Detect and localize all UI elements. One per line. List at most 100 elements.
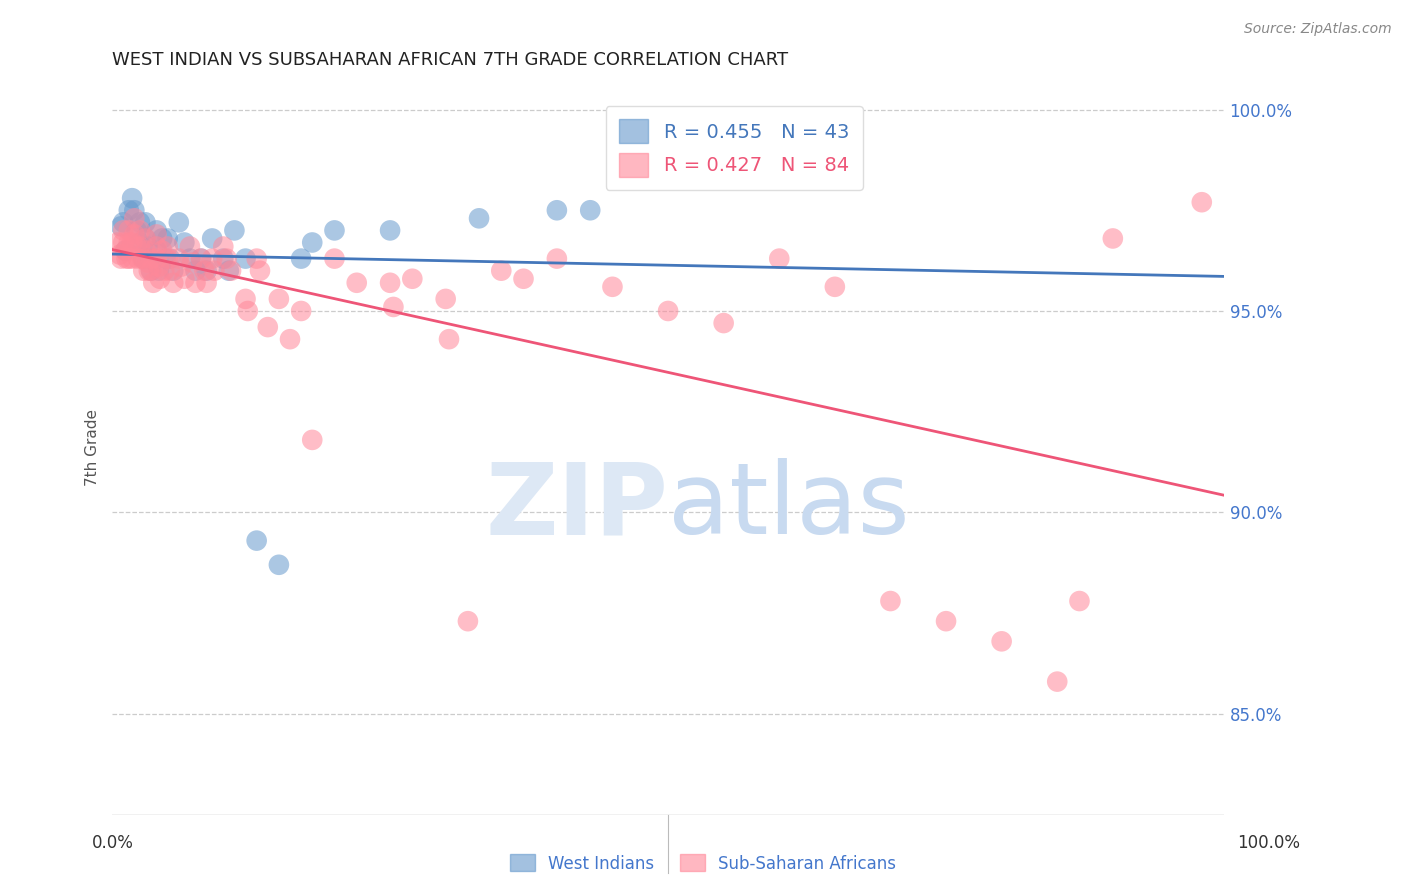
Point [1069, 594, 1091, 608]
Point [118, 235, 141, 250]
Point [118, 203, 141, 218]
Point [156, 252, 179, 266]
Point [246, 533, 269, 548]
Point [150, 231, 173, 245]
Point [184, 263, 207, 277]
Point [401, 272, 423, 286]
Point [108, 247, 131, 261]
Point [167, 252, 190, 266]
Point [301, 235, 323, 250]
Point [246, 252, 269, 266]
Y-axis label: 7th Grade: 7th Grade [86, 409, 100, 486]
Point [134, 215, 156, 229]
Point [142, 276, 165, 290]
Point [129, 235, 152, 250]
Point [129, 215, 152, 229]
Point [235, 252, 257, 266]
Point [990, 634, 1012, 648]
Point [124, 227, 146, 242]
Point [145, 244, 167, 258]
Text: atlas: atlas [668, 458, 910, 555]
Point [139, 263, 162, 277]
Point [121, 252, 143, 266]
Point [121, 235, 143, 250]
Point [139, 263, 162, 277]
Point [179, 252, 201, 266]
Point [162, 276, 184, 290]
Point [579, 203, 602, 218]
Point [602, 280, 624, 294]
Point [129, 223, 152, 237]
Point [346, 276, 368, 290]
Point [201, 231, 224, 245]
Point [219, 263, 242, 277]
Text: 100.0%: 100.0% [1237, 834, 1301, 852]
Point [148, 260, 170, 274]
Point [134, 244, 156, 258]
Point [139, 252, 162, 266]
Point [195, 276, 218, 290]
Point [156, 231, 179, 245]
Point [170, 260, 193, 274]
Legend: West Indians, Sub-Saharan Africans: West Indians, Sub-Saharan Africans [503, 847, 903, 880]
Point [145, 252, 167, 266]
Point [657, 304, 679, 318]
Point [173, 235, 195, 250]
Point [118, 223, 141, 237]
Point [112, 215, 135, 229]
Point [212, 252, 235, 266]
Point [173, 272, 195, 286]
Point [301, 433, 323, 447]
Point [236, 304, 259, 318]
Point [202, 263, 225, 277]
Point [107, 235, 129, 250]
Point [224, 223, 246, 237]
Point [218, 263, 240, 277]
Point [181, 255, 204, 269]
Point [378, 276, 401, 290]
Point [159, 252, 181, 266]
Point [195, 263, 218, 277]
Point [378, 223, 401, 237]
Point [190, 252, 212, 266]
Point [201, 252, 224, 266]
Point [290, 304, 312, 318]
Point [121, 191, 143, 205]
Point [114, 244, 136, 258]
Point [159, 263, 181, 277]
Point [132, 263, 155, 277]
Point [546, 203, 568, 218]
Point [115, 252, 138, 266]
Point [132, 252, 155, 266]
Point [256, 320, 278, 334]
Point [824, 280, 846, 294]
Point [512, 272, 534, 286]
Point [190, 252, 212, 266]
Point [156, 239, 179, 253]
Point [278, 332, 301, 346]
Point [136, 239, 159, 253]
Point [235, 292, 257, 306]
Point [212, 239, 235, 253]
Point [127, 252, 149, 266]
Point [145, 223, 167, 237]
Point [145, 239, 167, 253]
Point [125, 223, 148, 237]
Point [112, 235, 135, 250]
Point [437, 332, 460, 346]
Point [118, 252, 141, 266]
Text: WEST INDIAN VS SUBSAHARAN AFRICAN 7TH GRADE CORRELATION CHART: WEST INDIAN VS SUBSAHARAN AFRICAN 7TH GR… [112, 51, 789, 69]
Point [110, 252, 132, 266]
Text: 0.0%: 0.0% [91, 834, 134, 852]
Point [457, 614, 479, 628]
Point [215, 252, 238, 266]
Point [323, 252, 346, 266]
Point [124, 203, 146, 218]
Point [129, 239, 152, 253]
Point [1101, 231, 1123, 245]
Point [139, 252, 162, 266]
Point [935, 614, 957, 628]
Point [155, 252, 177, 266]
Point [193, 263, 215, 277]
Point [1191, 195, 1213, 210]
